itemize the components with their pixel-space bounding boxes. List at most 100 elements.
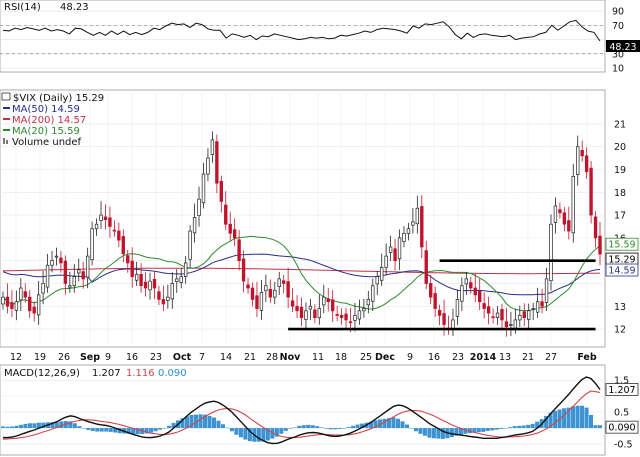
x-tick-label: 28 bbox=[266, 352, 278, 363]
candle bbox=[420, 195, 424, 259]
candle bbox=[344, 308, 348, 329]
candle-body-up bbox=[1, 296, 5, 305]
candle bbox=[77, 258, 81, 282]
macd-histogram-bar bbox=[400, 421, 405, 429]
candle bbox=[522, 303, 526, 327]
candle-body-down bbox=[108, 217, 112, 227]
x-tick-label: 9 bbox=[105, 352, 111, 363]
macd-histogram-bar bbox=[279, 428, 284, 434]
macd-histogram-bar bbox=[149, 428, 154, 433]
x-tick-label: 16 bbox=[428, 352, 440, 363]
macd-histogram-bar bbox=[77, 426, 82, 429]
candle-body-up bbox=[210, 139, 215, 155]
macd-histogram-bar bbox=[342, 428, 347, 429]
candle-body-up bbox=[527, 310, 531, 320]
macd-histogram-bar bbox=[50, 422, 55, 429]
macd-histogram-bar bbox=[283, 428, 288, 431]
x-tick-label: 23 bbox=[452, 352, 464, 363]
candle bbox=[63, 255, 68, 295]
macd-histogram-bar bbox=[413, 428, 418, 432]
macd-histogram-bar bbox=[113, 428, 118, 433]
candle-body-down bbox=[540, 301, 544, 307]
candle bbox=[518, 305, 522, 327]
candle-body-up bbox=[179, 276, 183, 283]
macd-histogram-bar bbox=[23, 423, 28, 429]
candle-body-down bbox=[143, 281, 148, 289]
ma20-legend: MA(20) 15.59 bbox=[12, 126, 80, 137]
x-tick-label: 21 bbox=[522, 352, 534, 363]
candle bbox=[308, 299, 313, 321]
ma20-legend-swatch bbox=[3, 129, 10, 131]
macd-histogram-bar bbox=[355, 424, 360, 429]
macd-histogram-bar bbox=[211, 417, 216, 429]
candle-body-down bbox=[126, 255, 130, 264]
macd-histogram-bar bbox=[167, 425, 172, 429]
candle bbox=[103, 204, 108, 230]
macd-histogram-bar bbox=[9, 426, 14, 429]
candle bbox=[134, 261, 139, 286]
macd-histogram-bar bbox=[68, 421, 73, 429]
candle-body-down bbox=[522, 311, 526, 318]
candle-body-down bbox=[32, 306, 36, 314]
candle-body-down bbox=[567, 220, 571, 232]
candle bbox=[544, 267, 549, 312]
candle bbox=[246, 277, 250, 294]
candle bbox=[406, 223, 411, 241]
candle-body-up bbox=[375, 276, 379, 285]
candle-body-down bbox=[504, 321, 509, 328]
macd-histogram-bar bbox=[306, 424, 311, 429]
macd-histogram-bar bbox=[360, 423, 365, 429]
candle bbox=[567, 206, 571, 240]
candle-body-down bbox=[241, 258, 246, 282]
macd-histogram-bar bbox=[440, 428, 445, 439]
macd-histogram-bar bbox=[59, 421, 64, 429]
candle-body-down bbox=[10, 302, 14, 309]
candle bbox=[232, 218, 237, 247]
macd-histogram-bar bbox=[14, 425, 19, 429]
candle bbox=[317, 294, 322, 325]
macd-value-text: 1.207 bbox=[608, 385, 635, 396]
x-tick-label: Feb bbox=[577, 352, 597, 363]
candle bbox=[130, 247, 134, 288]
candle bbox=[584, 147, 589, 179]
candle-body-down bbox=[139, 273, 143, 287]
macd-histogram-bar bbox=[562, 408, 567, 429]
macd-histogram-bar bbox=[144, 428, 149, 434]
macd-histogram-bar bbox=[90, 428, 95, 431]
macd-histogram-bar bbox=[193, 414, 199, 429]
candle bbox=[576, 135, 580, 186]
candle bbox=[108, 206, 112, 238]
candle-body-down bbox=[589, 167, 593, 216]
candle bbox=[179, 268, 183, 289]
macd-signal-value: 1.116 bbox=[126, 368, 155, 379]
macd-histogram-bar bbox=[436, 428, 441, 439]
candle-body-up bbox=[460, 285, 464, 302]
candle-body-up bbox=[85, 255, 90, 278]
candle-body-up bbox=[402, 232, 406, 242]
macd-histogram-bar bbox=[382, 418, 387, 429]
candle bbox=[215, 134, 219, 193]
candle-body-down bbox=[281, 280, 286, 284]
candle-body-down bbox=[299, 306, 304, 318]
price-title: $VIX (Daily) 15.29 bbox=[13, 93, 104, 104]
candle bbox=[157, 285, 161, 306]
candle-body-up bbox=[406, 228, 411, 234]
rsi-frame bbox=[0, 0, 606, 73]
macd-histogram-bar bbox=[108, 428, 113, 432]
macd-histogram-bar bbox=[238, 428, 243, 438]
x-tick-label: 19 bbox=[34, 352, 46, 363]
macd-histogram-bar bbox=[319, 427, 324, 429]
candle bbox=[175, 269, 179, 293]
candle-body-down bbox=[237, 239, 241, 262]
candle bbox=[299, 297, 304, 327]
candle bbox=[486, 296, 491, 325]
candle-body-down bbox=[558, 209, 562, 214]
macd-histogram-bar bbox=[324, 428, 329, 429]
price-y-ticks: 212019181716131215 bbox=[614, 119, 626, 335]
macd-histogram-value-text: 0.090 bbox=[608, 423, 635, 434]
candle-body-down bbox=[157, 291, 161, 300]
candle bbox=[429, 275, 433, 305]
candle-body-up bbox=[201, 173, 206, 204]
